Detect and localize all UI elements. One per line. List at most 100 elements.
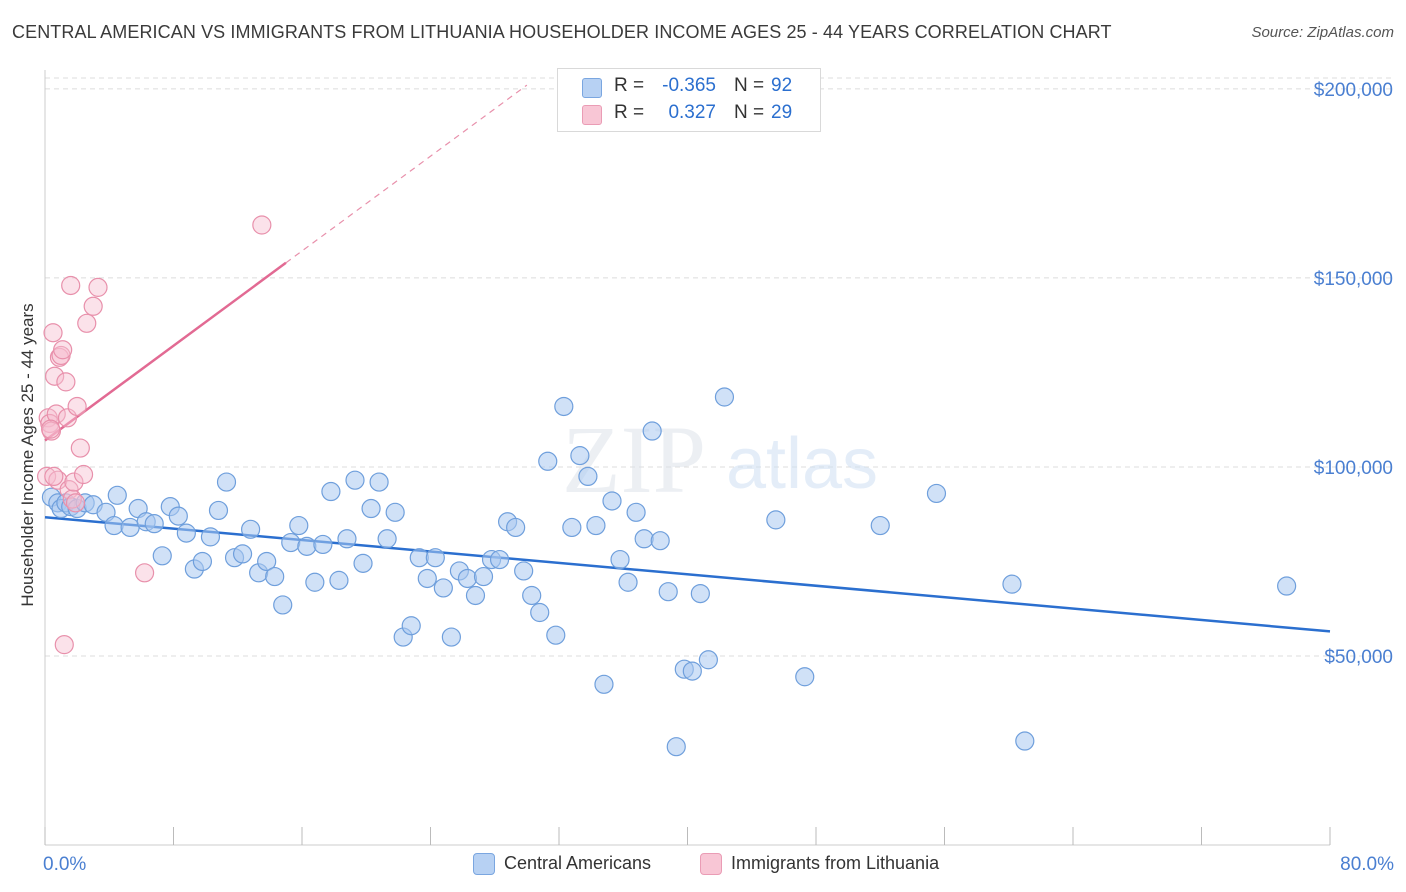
data-point-central-american [506,517,526,538]
data-point-central-american [634,529,654,549]
stats-swatch-pink [582,105,602,125]
data-point-central-american [257,551,277,572]
data-point-central-american [417,568,437,589]
data-point-central-american [208,500,229,521]
data-point-lithuania [46,404,66,424]
data-point-central-american [241,519,261,539]
data-point-central-american [107,485,127,505]
data-point-central-american [473,566,494,587]
data-point-central-american [345,470,365,490]
data-point-central-american [1277,576,1297,596]
x-tick-label-min: 0.0% [43,854,86,875]
legend-label: Immigrants from Lithuania [731,853,940,873]
n-value: 92 [771,75,793,96]
data-point-central-american [546,625,566,645]
data-point-central-american [538,451,558,471]
r-label: R = [614,75,645,96]
axes [44,70,1331,846]
y-tick-label: $200,000 [1314,80,1393,101]
y-tick-label: $100,000 [1314,458,1393,479]
data-point-lithuania [88,277,108,297]
data-point-central-american [353,553,373,573]
data-point-central-american [401,616,421,636]
data-point-central-american [698,650,718,670]
data-point-lithuania [83,296,103,316]
data-point-lithuania [70,438,90,458]
data-point-central-american [586,515,606,536]
watermark: ZIP atlas [562,406,878,513]
data-point-central-american [514,561,534,581]
data-point-lithuania [73,464,94,485]
data-point-central-american [690,583,710,604]
n-label: N = [734,102,765,123]
data-point-lithuania [77,313,97,333]
data-point-central-american [329,570,349,590]
data-point-central-american [1002,574,1022,594]
gridlines [45,77,1395,657]
data-point-lithuania [134,563,155,583]
data-point-central-american [425,548,445,568]
stats-box: R = -0.365 N = 92 R = 0.327 N = 29 [557,68,821,132]
data-point-lithuania [61,275,81,296]
data-point-central-american [361,498,381,519]
watermark-atlas: atlas [726,424,878,504]
data-point-lithuania [53,340,73,360]
y-tick-label: $50,000 [1324,647,1393,668]
data-point-central-american [650,531,670,551]
data-point-central-american [281,532,301,553]
data-point-central-american [369,472,389,492]
data-point-central-american [602,491,622,511]
data-point-central-american [441,627,461,647]
legend-swatch-pink [700,853,722,875]
data-point-central-american [642,421,662,441]
trend-extension-lithuania [285,84,528,264]
data-point-central-american [465,585,486,606]
data-point-central-american [870,515,890,536]
data-point-central-american [1015,731,1035,751]
chart-title: CENTRAL AMERICAN VS IMMIGRANTS FROM LITH… [12,22,1112,42]
data-point-lithuania [252,215,272,235]
data-point-central-american [144,514,164,534]
data-point-central-american [168,506,188,526]
data-point-central-american [489,549,510,570]
r-label: R = [614,102,645,123]
data-point-lithuania [64,472,84,492]
data-point-central-american [313,534,333,555]
source-credit: Source: ZipAtlas.com [1251,24,1394,41]
tick-labels: $50,000 $100,000 $150,000 $200,000 0.0% 80.0% [43,80,1394,875]
data-point-central-american [120,517,140,538]
data-point-central-american [658,582,678,602]
data-point-lithuania [62,489,82,509]
data-point-central-american [626,502,646,522]
n-label: N = [734,75,765,96]
data-point-central-american [192,551,213,572]
n-value: 29 [771,102,793,123]
data-point-central-american [554,396,574,417]
data-point-central-american [594,674,614,694]
data-point-central-american [200,527,221,547]
data-point-lithuania [37,466,57,487]
data-point-central-american [570,446,590,466]
r-value: 0.327 [668,102,716,123]
data-point-central-american [610,549,630,570]
legend-label: Central Americans [504,853,652,873]
legend-swatch-blue [473,853,495,875]
data-point-central-american [289,515,309,536]
data-point-central-american [297,536,317,556]
data-point-central-american [926,483,947,504]
data-point-lithuania [43,323,63,343]
trend-line-central-americans [44,515,1331,633]
data-point-central-american [152,546,172,566]
r-value: -0.365 [662,75,716,96]
data-point-lithuania [67,396,87,417]
data-point-central-american [714,387,735,407]
data-point-lithuania [54,635,74,655]
data-point-central-american [562,517,582,538]
data-point-central-american [530,602,550,623]
data-point-central-american [377,529,397,549]
data-points [37,215,1297,757]
data-point-central-american [104,515,124,536]
data-point-central-american [457,568,478,589]
data-point-central-american [337,529,357,549]
